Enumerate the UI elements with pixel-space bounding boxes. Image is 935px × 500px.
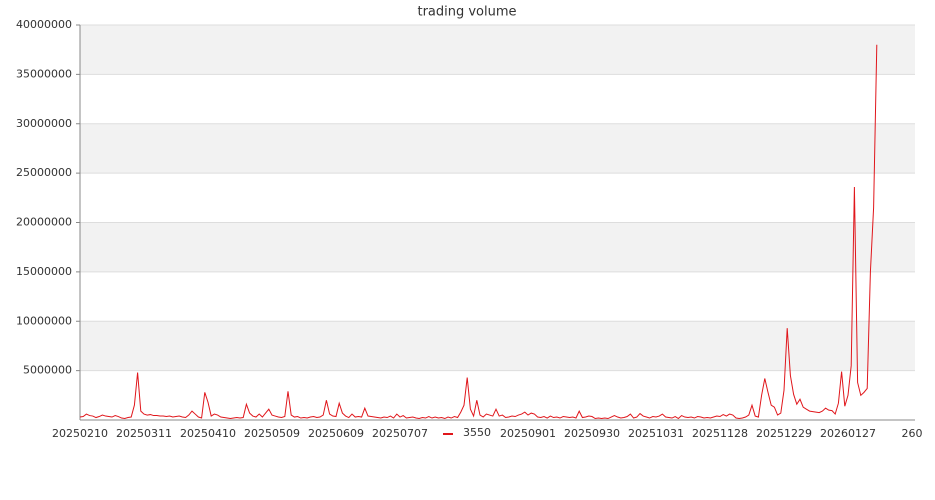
- x-tick-label: 20250210: [52, 427, 108, 440]
- y-tick-label: 25000000: [16, 166, 72, 179]
- x-tick-label: 20250410: [180, 427, 236, 440]
- grid-band: [80, 321, 915, 371]
- x-tick-label: 20250707: [372, 427, 428, 440]
- y-tick-label: 30000000: [16, 117, 72, 130]
- x-tick-label: 20250609: [308, 427, 364, 440]
- y-tick-label: 15000000: [16, 265, 72, 278]
- x-tick-label: 260: [902, 427, 923, 440]
- x-tick-label: 20251031: [628, 427, 684, 440]
- y-tick-label: 5000000: [23, 364, 72, 377]
- grid-band: [80, 25, 915, 75]
- grid-band: [80, 222, 915, 272]
- y-tick-label: 40000000: [16, 18, 72, 31]
- x-tick-label: 20250509: [244, 427, 300, 440]
- series-line: [79, 44, 878, 420]
- chart-title: trading volume: [417, 5, 516, 20]
- x-tick-label: 20251229: [756, 427, 812, 440]
- x-tick-label: 20250311: [116, 427, 172, 440]
- x-tick-label: 20250930: [564, 427, 620, 440]
- legend-box: [437, 425, 499, 443]
- x-tick-label: 20250901: [500, 427, 556, 440]
- x-tick-label: 20260127: [820, 427, 876, 440]
- grid-band: [80, 123, 915, 174]
- y-tick-label: 35000000: [16, 67, 72, 80]
- y-tick-label: 10000000: [16, 314, 72, 327]
- y-tick-label: 20000000: [16, 216, 72, 229]
- x-tick-label: 20251128: [692, 427, 748, 440]
- legend-label: 3550: [463, 426, 491, 439]
